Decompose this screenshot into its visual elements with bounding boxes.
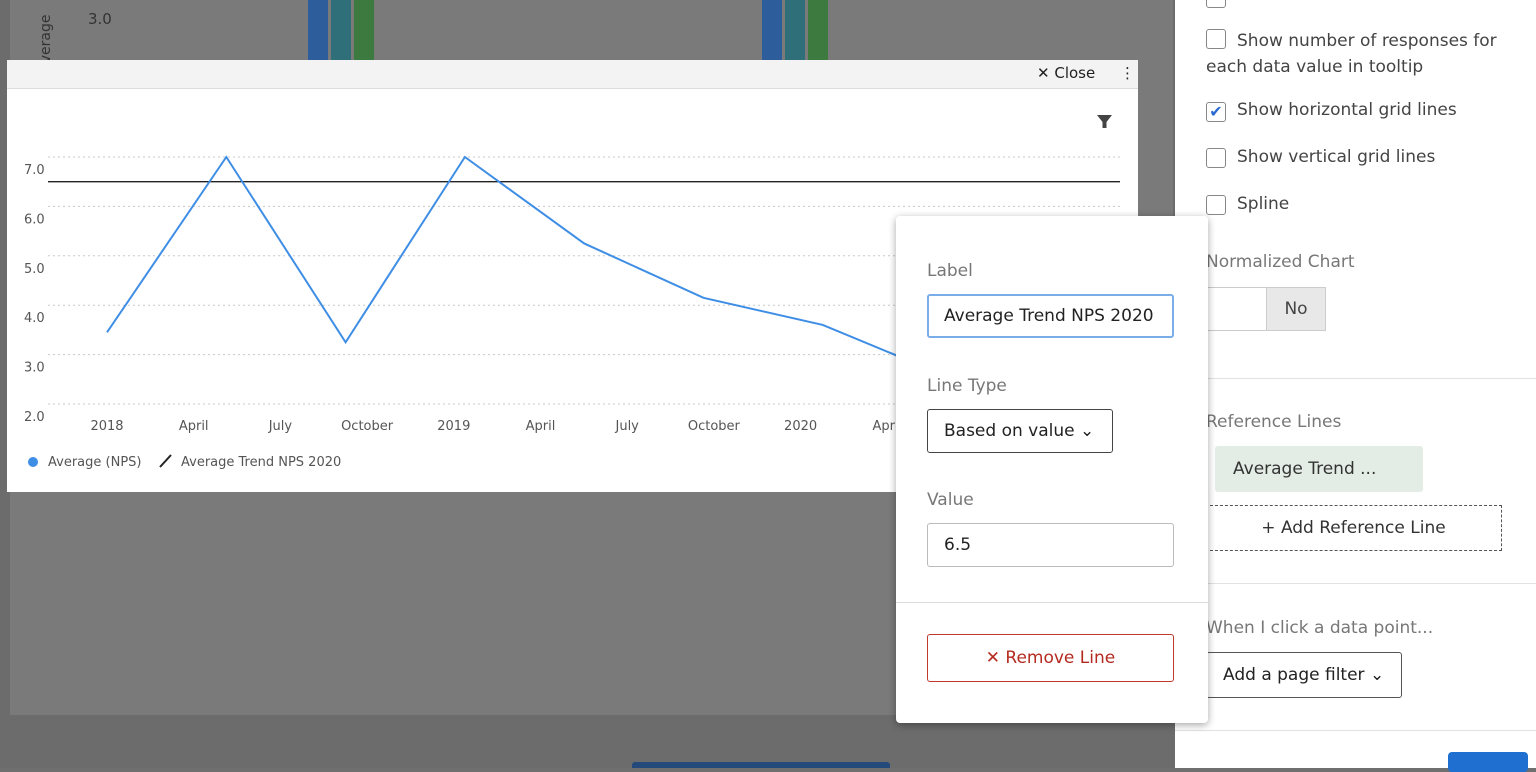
section-title: Reference Lines [1206,412,1342,432]
action-label[interactable]: Add a page filter [1223,665,1365,685]
settings-panel: Show number of responses for each data v… [1175,0,1536,772]
y-tick-label: 4.0 [24,311,45,326]
reference-line-popup: Label Average Trend NPS 2020 Line Type B… [896,216,1208,723]
checkbox[interactable] [1206,195,1226,215]
x-tick-label: July [268,419,293,434]
x-tick-label: October [688,419,741,434]
legend-swatch [28,457,38,467]
field-label: Value [927,490,974,510]
modal-header: ✕ Close ⋮ [7,60,1138,89]
value-input[interactable]: 6.5 [927,523,1174,567]
x-tick-label: April [526,419,556,434]
add-reference-label[interactable]: Add Reference Line [1280,518,1446,538]
background-bar [308,0,328,60]
label-input[interactable]: Average Trend NPS 2020 [927,294,1174,338]
y-tick-label: 3.0 [24,361,45,376]
legend-swatch [159,454,172,468]
checkbox[interactable] [1206,148,1226,168]
checkbox-checked[interactable]: ✔ [1206,102,1226,122]
section-title: When I click a data point... [1206,618,1434,638]
x-tick-label: 2019 [437,419,470,434]
background-bar [785,0,805,60]
x-tick-label: July [615,419,640,434]
toggle-value[interactable]: No [1266,287,1326,331]
separator [1175,378,1536,379]
save-button[interactable] [1448,752,1528,772]
legend-label: Average (NPS) [48,455,141,470]
option-label[interactable]: Spline [1237,194,1290,214]
x-tick-label: October [341,419,394,434]
close-button[interactable]: ✕ Close [1037,64,1096,82]
checkbox[interactable] [1206,29,1226,49]
reference-chip[interactable]: Average Trend ... [1215,446,1423,492]
add-reference-button[interactable]: + Add Reference Line [1205,505,1502,551]
close-label[interactable]: Close [1054,64,1096,82]
legend-label: Average Trend NPS 2020 [181,455,341,470]
y-tick-label: 6.0 [24,212,45,227]
x-tick-label: April [179,419,209,434]
background-bar [762,0,782,60]
background-bar [808,0,828,60]
x-tick-label: 2020 [784,419,817,434]
y-tick-label: 5.0 [24,262,45,277]
y-tick-label: 2.0 [24,410,45,425]
separator [896,602,1208,603]
y-tick-label: 7.0 [24,163,45,178]
action-dropdown[interactable]: Add a page filter ⌄ [1206,652,1402,698]
remove-line-button[interactable]: ✕ Remove Line [927,634,1174,682]
separator [1175,730,1536,731]
field-label: Line Type [927,376,1007,396]
checkbox[interactable] [1206,0,1226,8]
background-bar [354,0,374,60]
option-label[interactable]: Show horizontal grid lines [1237,100,1457,120]
background-button[interactable] [632,762,890,768]
background-tick: 3.0 [88,10,112,28]
option-label[interactable]: Show vertical grid lines [1237,147,1436,167]
remove-line-label[interactable]: Remove Line [1005,648,1116,668]
data-line [106,155,943,376]
filter-icon[interactable] [1097,115,1112,128]
x-tick-label: 2018 [90,419,123,434]
line-type-value[interactable]: Based on value [944,421,1075,441]
line-chart: 2.0 3.0 4.0 5.0 6.0 7.0 2018 April July October 20… [24,115,1120,470]
x-tick-label: April [872,419,902,434]
option-label[interactable]: Show number of responses for each data v… [1206,31,1497,77]
section-title: Normalized Chart [1206,252,1355,272]
field-label: Label [927,261,973,281]
separator [1175,583,1536,584]
more-menu[interactable]: ⋮ [1120,64,1135,82]
background-bar [331,0,351,60]
line-type-select[interactable]: Based on value ⌄ [927,409,1113,453]
